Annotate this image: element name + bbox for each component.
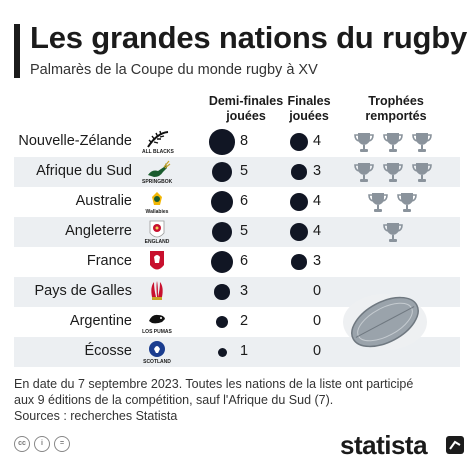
springbok-icon: SPRINGBOK <box>142 159 172 185</box>
page-subtitle: Palmarès de la Coupe du monde rugby à XV <box>30 62 318 78</box>
finals-value: 4 <box>313 193 322 209</box>
semi-finals-value: 2 <box>240 313 249 329</box>
semi-finals-dot <box>214 284 230 300</box>
finals-dot <box>290 193 308 211</box>
country-label: Nouvelle-Zélande <box>18 133 132 149</box>
semi-finals-dot <box>217 347 227 357</box>
england-rose-icon: ENGLAND <box>142 219 172 245</box>
table-row: Australie Wallabies <box>14 187 460 217</box>
semi-finals-value: 5 <box>240 223 249 239</box>
column-header-finals-line1: Finales <box>287 94 331 108</box>
table-row: France <box>14 247 460 277</box>
finals-value: 4 <box>313 133 322 149</box>
rugby-ball-icon <box>343 294 427 350</box>
footnote: En date du 7 septembre 2023. Toutes les … <box>14 376 434 424</box>
source-note: Sources : recherches Statista <box>14 409 178 423</box>
finals-value: 4 <box>313 223 322 239</box>
trophy-icon <box>381 161 405 183</box>
finals-value: 3 <box>313 163 322 179</box>
semi-finals-dot <box>215 315 229 329</box>
table-row: Argentine LOS PUMAS <box>14 307 460 337</box>
wallabies-icon: Wallabies <box>142 189 172 215</box>
logo-text: LOS PUMAS <box>142 329 172 335</box>
page-title: Les grandes nations du rugby <box>30 20 468 55</box>
semi-finals-dot <box>210 190 233 213</box>
trophy-icon <box>410 161 434 183</box>
trophy-icon <box>381 131 405 153</box>
finals-value: 0 <box>313 283 322 299</box>
column-header-semi-line2: jouées <box>226 109 266 123</box>
column-header-semi-finals: Demi-finales jouées <box>186 94 306 124</box>
column-header-trophies-line2: remportés <box>365 109 427 123</box>
finals-value: 0 <box>313 313 322 329</box>
logo-text: ALL BLACKS <box>142 149 174 155</box>
trophy-icon <box>381 221 405 243</box>
column-header-trophies: Trophées remportés <box>344 94 448 124</box>
country-label: Argentine <box>69 313 132 329</box>
trophy-icon <box>352 131 376 153</box>
column-header-finals-line2: jouées <box>289 109 329 123</box>
semi-finals-value: 1 <box>240 343 249 359</box>
statista-logo[interactable]: statista <box>340 430 428 460</box>
table-row: Nouvelle-Zélande ALL BLACKS <box>14 127 460 157</box>
france-rooster-icon <box>142 249 172 275</box>
statista-mark-icon <box>446 436 464 454</box>
finals-dot <box>291 254 307 270</box>
table-row: Angleterre ENGLAND <box>14 217 460 247</box>
country-label: France <box>86 253 132 269</box>
logo-text: ENGLAND <box>144 239 170 245</box>
semi-finals-dot <box>211 161 233 183</box>
country-label: Écosse <box>84 343 132 359</box>
country-label: Pays de Galles <box>34 283 132 299</box>
semi-finals-value: 5 <box>240 163 249 179</box>
trophy-icon <box>410 131 434 153</box>
semi-finals-value: 3 <box>240 283 249 299</box>
semi-finals-value: 6 <box>240 253 249 269</box>
logo-text: SCOTLAND <box>143 359 171 365</box>
cc-license-icon[interactable]: cc <box>14 436 30 452</box>
column-header-finals: Finales jouées <box>276 94 342 124</box>
country-label: Afrique du Sud <box>36 163 132 179</box>
wales-feathers-icon <box>142 279 172 305</box>
all-blacks-fern-icon: ALL BLACKS <box>142 129 174 155</box>
country-label: Australie <box>75 193 132 209</box>
finals-value: 0 <box>313 343 322 359</box>
los-pumas-icon: LOS PUMAS <box>142 309 172 335</box>
footnote-line1: En date du 7 septembre 2023. Toutes les … <box>14 377 414 391</box>
table-row: Afrique du Sud SPRINGBOK <box>14 157 460 187</box>
trophy-icon <box>395 191 419 213</box>
finals-dot <box>290 223 308 241</box>
semi-finals-value: 8 <box>240 133 249 149</box>
finals-dot <box>290 133 308 151</box>
trophy-icon <box>352 161 376 183</box>
title-accent-bar <box>14 24 20 78</box>
finals-value: 3 <box>313 253 322 269</box>
footnote-line2: aux 9 éditions de la compétition, sauf l… <box>14 393 334 407</box>
column-header-semi-line1: Demi-finales <box>208 94 284 108</box>
trophy-icon <box>366 191 390 213</box>
no-derivatives-icon[interactable]: = <box>54 436 70 452</box>
logo-text: SPRINGBOK <box>142 179 173 185</box>
semi-finals-dot <box>211 221 233 243</box>
column-header-trophies-line1: Trophées <box>368 94 424 108</box>
semi-finals-dot <box>209 129 235 155</box>
semi-finals-dot <box>210 250 233 273</box>
info-icon[interactable]: i <box>34 436 50 452</box>
finals-dot <box>291 164 307 180</box>
scotland-thistle-icon: SCOTLAND <box>142 339 172 365</box>
semi-finals-value: 6 <box>240 193 249 209</box>
country-label: Angleterre <box>65 223 132 239</box>
logo-text: Wallabies <box>145 209 169 215</box>
